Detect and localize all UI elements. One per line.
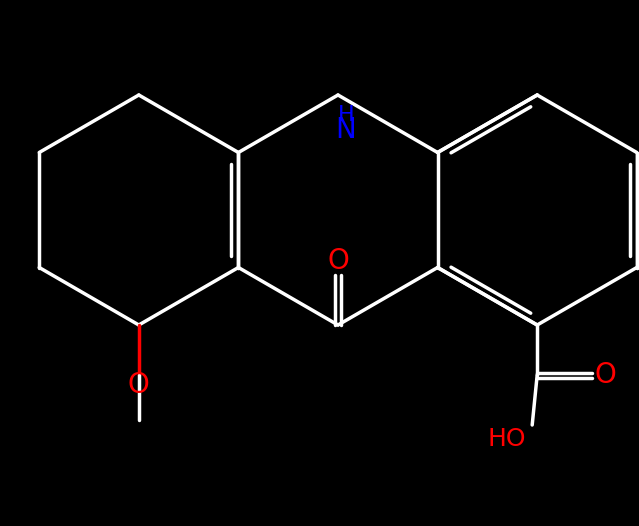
Text: N: N [335,116,357,144]
Text: O: O [128,371,150,399]
Text: H: H [337,105,354,125]
Text: O: O [327,247,349,275]
Text: O: O [594,361,616,389]
Text: HO: HO [488,427,527,451]
